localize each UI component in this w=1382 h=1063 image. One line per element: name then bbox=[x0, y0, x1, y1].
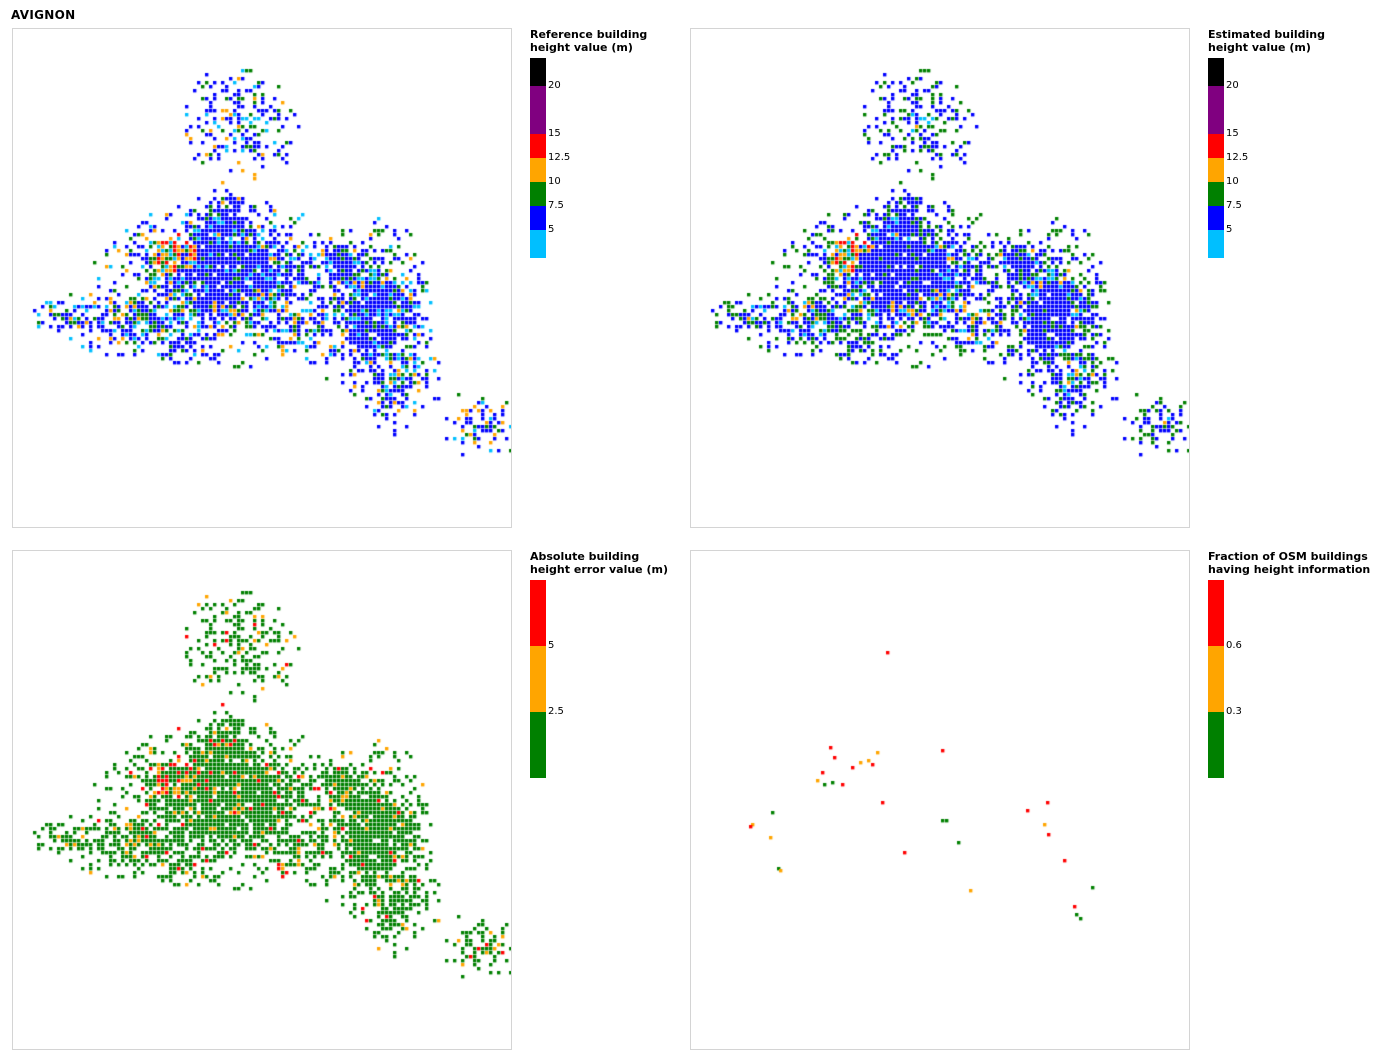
legend-tick-label: 0.3 bbox=[1226, 706, 1242, 717]
legend-tick-label: 15 bbox=[548, 128, 561, 139]
legend-tick-label: 7.5 bbox=[548, 200, 564, 211]
legend-bin bbox=[530, 158, 546, 182]
figure-title: AVIGNON bbox=[11, 8, 76, 22]
legend-bin bbox=[530, 206, 546, 230]
legend-bin bbox=[1208, 712, 1224, 778]
legend-tick-label: 2.5 bbox=[548, 706, 564, 717]
legend-title-line-2: height value (m) bbox=[1208, 41, 1311, 54]
legend-colorbar: 0.6 0.3 bbox=[1208, 580, 1268, 778]
legend-bin bbox=[1208, 230, 1224, 258]
legend-bin bbox=[530, 134, 546, 158]
legend-bin bbox=[530, 646, 546, 712]
legend-colorbar: 20 15 12.5 10 7.5 5 bbox=[1208, 58, 1268, 258]
reference-height-grid bbox=[13, 29, 511, 527]
legend-bin bbox=[530, 230, 546, 258]
estimated-height-grid bbox=[691, 29, 1189, 527]
legend-tick-label: 15 bbox=[1226, 128, 1239, 139]
estimated-height-map bbox=[690, 28, 1190, 528]
legend-tick-label: 7.5 bbox=[1226, 200, 1242, 211]
height-error-map bbox=[12, 550, 512, 1050]
legend-title-line-1: Fraction of OSM buildings bbox=[1208, 550, 1368, 563]
osm-fraction-grid bbox=[691, 551, 1189, 1049]
estimated-height-legend: Estimated building height value (m) 20 15… bbox=[1208, 28, 1325, 258]
height-error-legend: Absolute building height error value (m)… bbox=[530, 550, 668, 778]
legend-bin bbox=[1208, 86, 1224, 134]
legend-bin bbox=[1208, 58, 1224, 86]
legend-title-line-2: height error value (m) bbox=[530, 563, 668, 576]
osm-fraction-map bbox=[690, 550, 1190, 1050]
legend-title-line-2: having height information bbox=[1208, 563, 1371, 576]
legend-tick-label: 5 bbox=[1226, 224, 1233, 235]
legend-colorbar: 5 2.5 bbox=[530, 580, 590, 778]
legend-title-line-1: Estimated building bbox=[1208, 28, 1325, 41]
reference-height-legend: Reference building height value (m) 20 15… bbox=[530, 28, 647, 258]
reference-height-map bbox=[12, 28, 512, 528]
legend-bin bbox=[530, 86, 546, 134]
legend-bin bbox=[530, 58, 546, 86]
legend-bin bbox=[530, 182, 546, 206]
legend-title-line-1: Reference building bbox=[530, 28, 648, 41]
legend-bin bbox=[1208, 580, 1224, 646]
legend-tick-label: 20 bbox=[548, 80, 561, 91]
legend-bin bbox=[1208, 646, 1224, 712]
legend-bin bbox=[530, 580, 546, 646]
legend-tick-label: 12.5 bbox=[1226, 152, 1249, 163]
legend-tick-label: 12.5 bbox=[548, 152, 571, 163]
osm-fraction-legend: Fraction of OSM buildings having height … bbox=[1208, 550, 1370, 778]
legend-bin bbox=[1208, 206, 1224, 230]
legend-tick-label: 10 bbox=[548, 176, 561, 187]
legend-tick-label: 10 bbox=[1226, 176, 1239, 187]
legend-bin bbox=[1208, 158, 1224, 182]
legend-bin bbox=[1208, 134, 1224, 158]
legend-bin bbox=[1208, 182, 1224, 206]
legend-bin bbox=[530, 712, 546, 778]
legend-tick-label: 5 bbox=[548, 224, 555, 235]
legend-tick-label: 20 bbox=[1226, 80, 1239, 91]
legend-title-line-1: Absolute building bbox=[530, 550, 640, 563]
height-error-grid bbox=[13, 551, 511, 1049]
legend-title-line-2: height value (m) bbox=[530, 41, 633, 54]
legend-tick-label: 5 bbox=[548, 640, 555, 651]
legend-colorbar: 20 15 12.5 10 7.5 5 bbox=[530, 58, 590, 258]
legend-tick-label: 0.6 bbox=[1226, 640, 1242, 651]
